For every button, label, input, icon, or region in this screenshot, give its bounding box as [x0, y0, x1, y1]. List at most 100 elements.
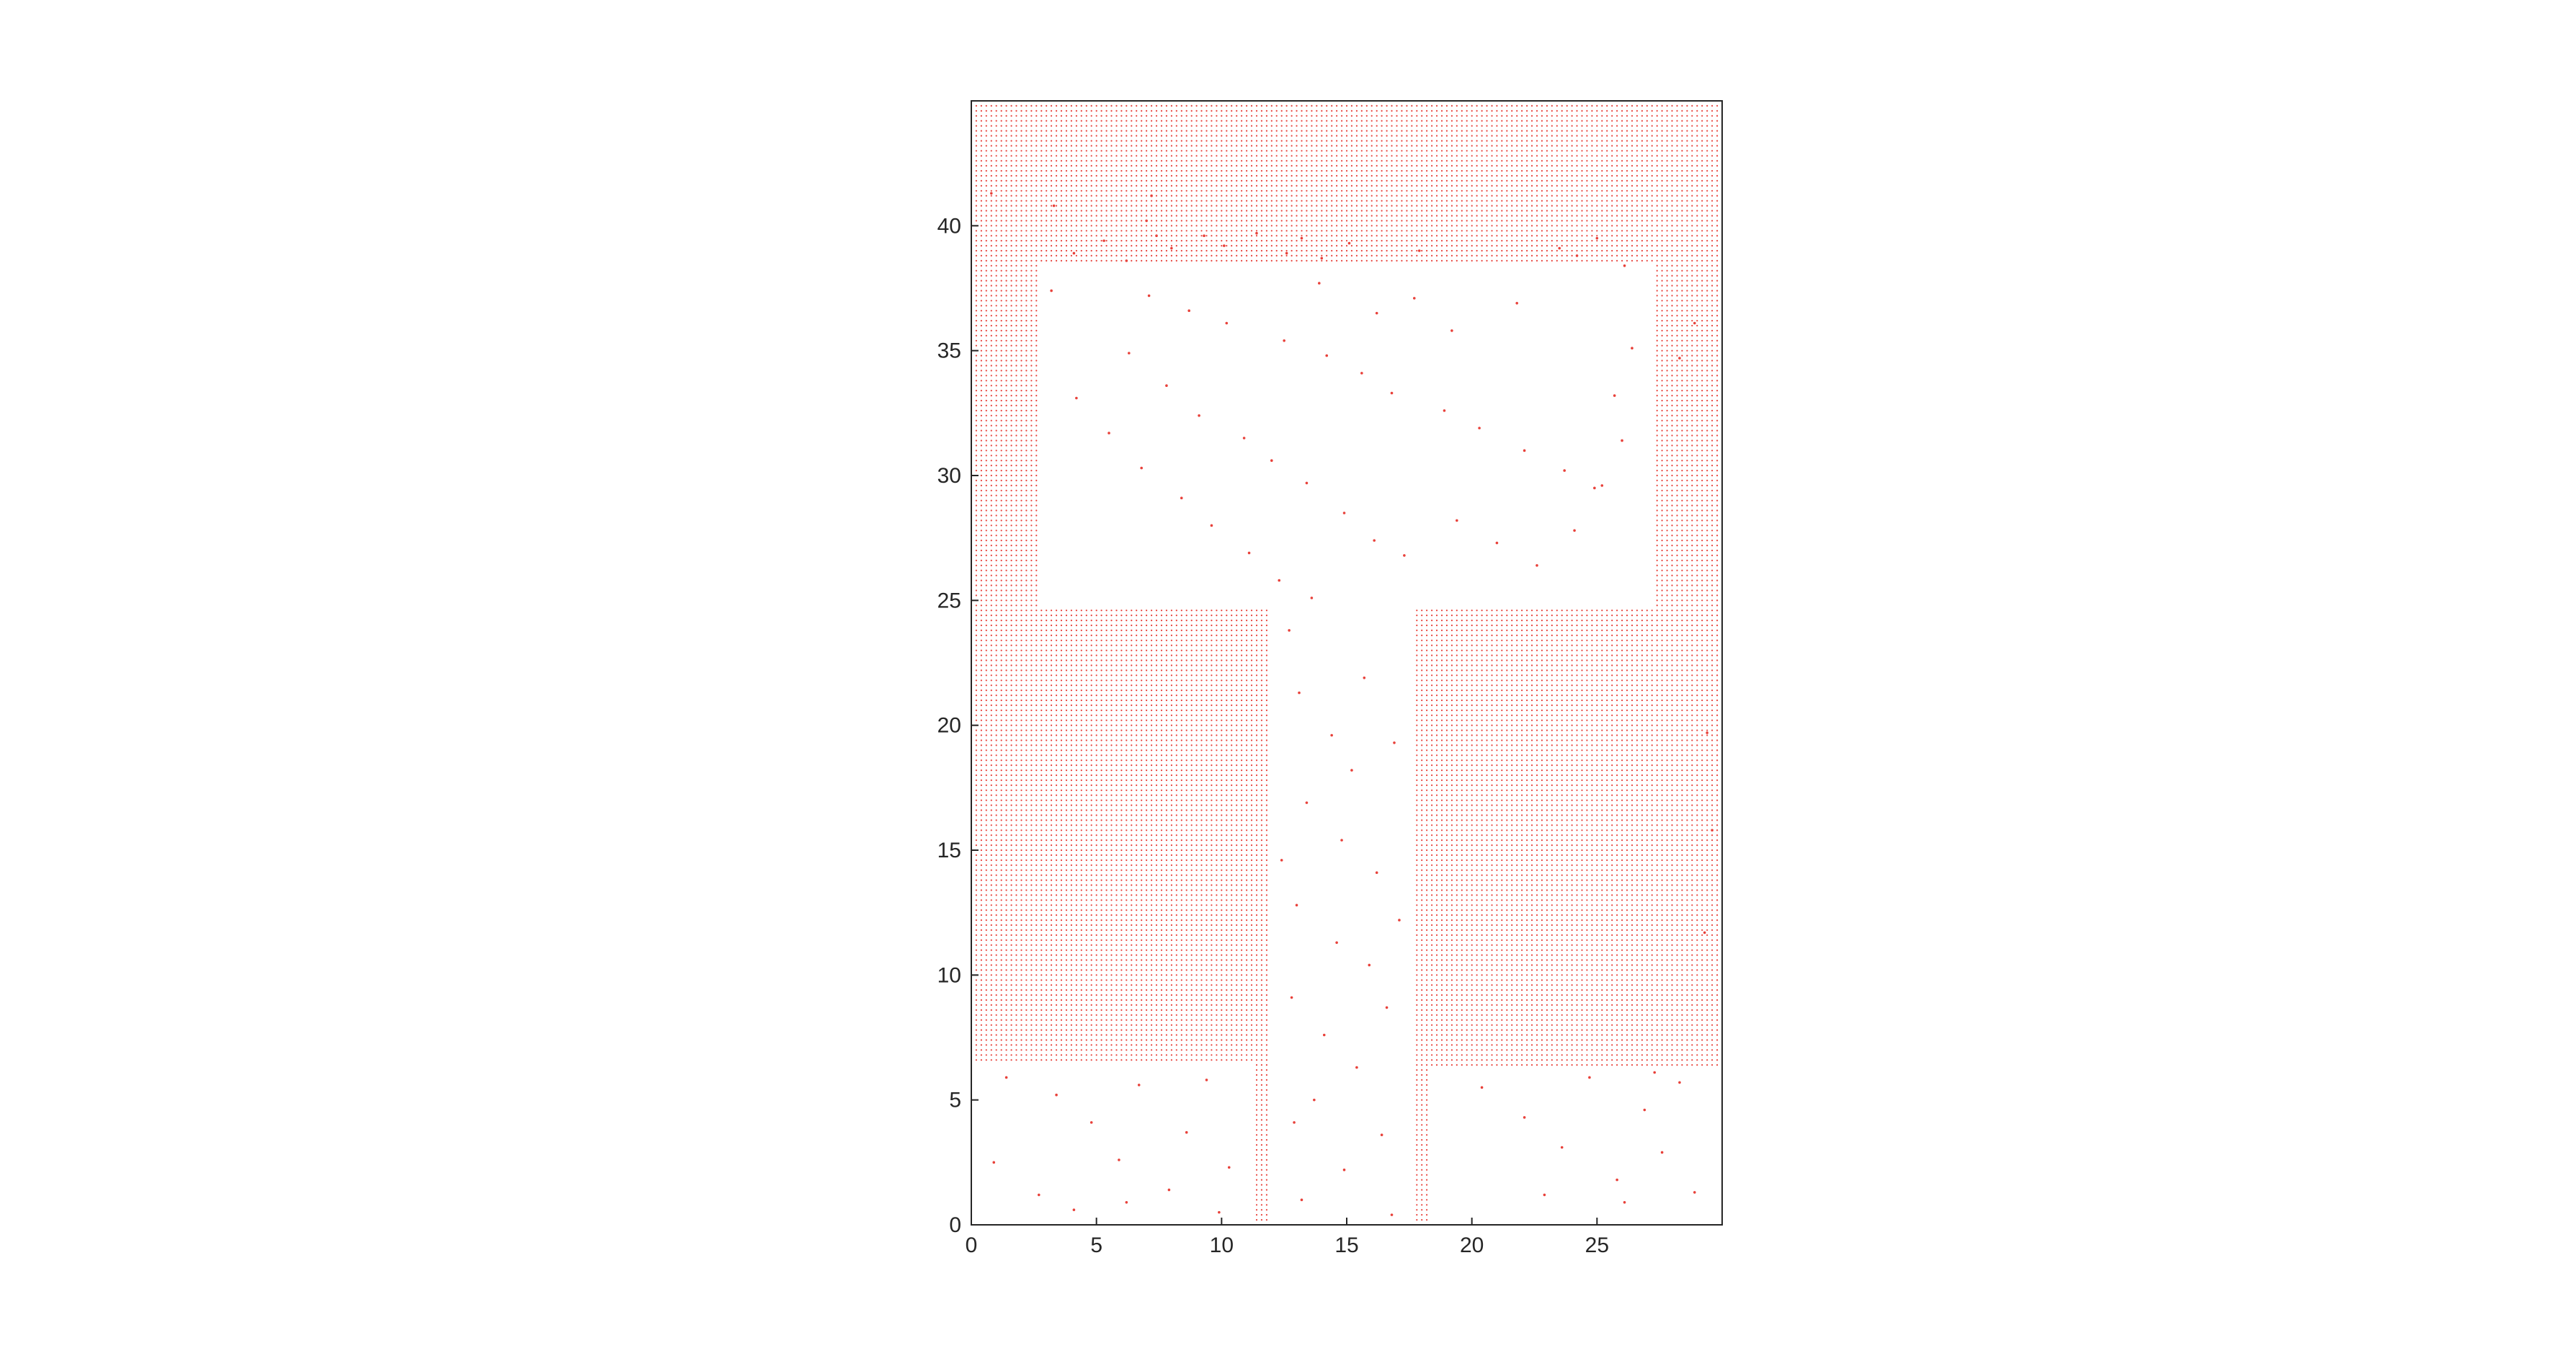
x-tick-label: 25 [1585, 1233, 1609, 1257]
data-point [1478, 427, 1481, 429]
data-point [1285, 252, 1288, 255]
data-point [1348, 242, 1351, 245]
data-point [1481, 1086, 1484, 1089]
data-point [1340, 839, 1343, 842]
data-point [1393, 741, 1396, 744]
data-point [1523, 450, 1526, 452]
data-point [1126, 259, 1128, 262]
data-point [1496, 542, 1499, 545]
data-point [1711, 829, 1713, 831]
data-point [1456, 519, 1458, 522]
data-points-layer [971, 100, 1723, 1226]
data-point [1335, 941, 1338, 944]
data-point [1703, 932, 1706, 934]
data-point [1693, 1191, 1696, 1194]
data-point [1343, 1169, 1346, 1172]
data-point [1413, 297, 1416, 300]
data-point [1293, 1121, 1296, 1124]
data-point [1118, 1159, 1120, 1161]
data-point [1318, 282, 1321, 285]
data-point [1398, 919, 1401, 922]
data-point [1343, 512, 1346, 514]
data-point [1391, 1213, 1394, 1216]
data-point [1573, 529, 1576, 532]
data-point [1223, 244, 1226, 247]
data-point [1706, 731, 1708, 734]
data-point [1693, 322, 1696, 325]
data-point [1313, 1099, 1316, 1102]
data-point [1296, 903, 1298, 906]
y-tick-label: 0 [949, 1213, 961, 1237]
occupied-grid-points [971, 100, 1723, 1226]
data-point [1593, 487, 1596, 490]
data-point [1280, 859, 1283, 862]
data-point [1403, 554, 1406, 557]
data-point [1320, 257, 1323, 260]
data-point [1218, 1211, 1221, 1214]
x-tick-label: 5 [1090, 1233, 1102, 1257]
data-point [1168, 1189, 1171, 1192]
data-point [1623, 1201, 1626, 1204]
data-point [1107, 432, 1110, 434]
data-point [1373, 539, 1376, 542]
data-point [1443, 409, 1446, 412]
data-point [992, 1161, 995, 1164]
y-tick-label: 10 [937, 963, 961, 987]
data-point [1381, 1133, 1383, 1136]
data-point [1128, 352, 1131, 354]
data-point [1600, 484, 1603, 487]
data-point [1055, 1094, 1058, 1097]
data-point [1198, 414, 1200, 417]
data-point [1291, 996, 1293, 999]
data-point [1543, 1194, 1546, 1197]
data-point [1180, 496, 1183, 499]
data-point [1391, 392, 1394, 395]
axes-box [971, 101, 1722, 1225]
data-point [1621, 439, 1623, 442]
data-point [1205, 1079, 1208, 1081]
x-tick-label: 20 [1460, 1233, 1484, 1257]
data-point [1073, 1208, 1076, 1211]
x-tick-label: 0 [966, 1233, 978, 1257]
data-point [1283, 339, 1285, 342]
data-point [1073, 252, 1076, 255]
data-point [1644, 1109, 1646, 1112]
data-point [1053, 205, 1056, 208]
y-tick-label: 40 [937, 214, 961, 238]
data-point [1368, 964, 1371, 967]
data-point [1270, 459, 1273, 462]
data-point [1187, 309, 1190, 312]
y-tick-label: 20 [937, 714, 961, 738]
data-point [1138, 1084, 1141, 1086]
data-point [1211, 525, 1213, 527]
data-point [1005, 1076, 1008, 1079]
data-point [1126, 1201, 1128, 1204]
data-point [1148, 295, 1151, 298]
data-point [1325, 354, 1328, 357]
x-axis: 0 5 10 15 20 25 [966, 1218, 1609, 1257]
data-point [1386, 1007, 1389, 1009]
x-tick-label: 15 [1334, 1233, 1358, 1257]
data-point [1678, 357, 1681, 360]
data-point [1678, 1081, 1681, 1084]
data-point [1330, 734, 1333, 737]
data-point [1050, 290, 1053, 293]
data-point [1350, 769, 1353, 772]
y-tick-label: 30 [937, 464, 961, 488]
data-point [1155, 234, 1158, 237]
data-point [1225, 322, 1228, 325]
data-point [1228, 1166, 1231, 1169]
data-point [1450, 329, 1453, 332]
data-point [1140, 467, 1143, 470]
data-point [1145, 220, 1148, 223]
data-point [1090, 1121, 1093, 1124]
data-point [990, 192, 993, 195]
y-tick-label: 15 [937, 839, 961, 862]
data-point [1623, 264, 1626, 267]
data-point [1323, 1034, 1326, 1037]
data-point [1563, 469, 1566, 472]
data-point [1558, 247, 1561, 250]
